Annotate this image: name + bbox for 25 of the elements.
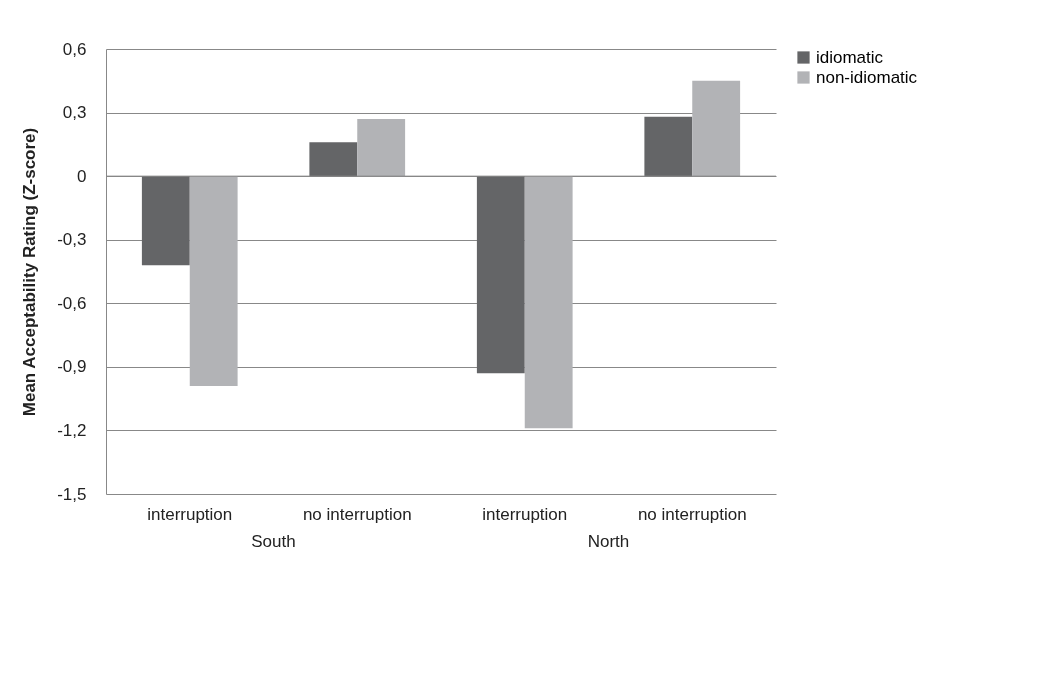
- text: North: [587, 532, 630, 551]
- bar: [644, 116, 693, 177]
- y-tick-label: 0: [77, 166, 87, 186]
- y-tick-label: 0,6: [62, 39, 87, 59]
- y-tick-label: -1,2: [57, 420, 87, 440]
- legend-label: idiomatic: [816, 47, 884, 67]
- bar: [141, 176, 190, 266]
- x-tick-label: no interruption: [637, 504, 747, 524]
- legend-label: non-idiomatic: [816, 67, 918, 87]
- y-tick-label: -0,3: [57, 230, 87, 250]
- y-tick-label: -0,9: [57, 357, 87, 377]
- y-tick-label: -1,5: [57, 484, 87, 504]
- y-tick-label: -0,6: [57, 293, 87, 313]
- x-tick-label: interruption: [147, 504, 233, 524]
- x-tick-label: interruption: [482, 504, 568, 524]
- text: South: [251, 532, 296, 551]
- y-tick-label: 0,3: [62, 103, 87, 123]
- bar: [309, 142, 358, 177]
- bar: [524, 176, 573, 429]
- bar: [476, 176, 525, 374]
- bar: [189, 176, 238, 386]
- x-tick-label: no interruption: [302, 504, 412, 524]
- bar: [357, 118, 406, 177]
- y-axis-title: Mean Acceptability Rating (Z-score): [20, 127, 40, 417]
- bar: [692, 80, 741, 177]
